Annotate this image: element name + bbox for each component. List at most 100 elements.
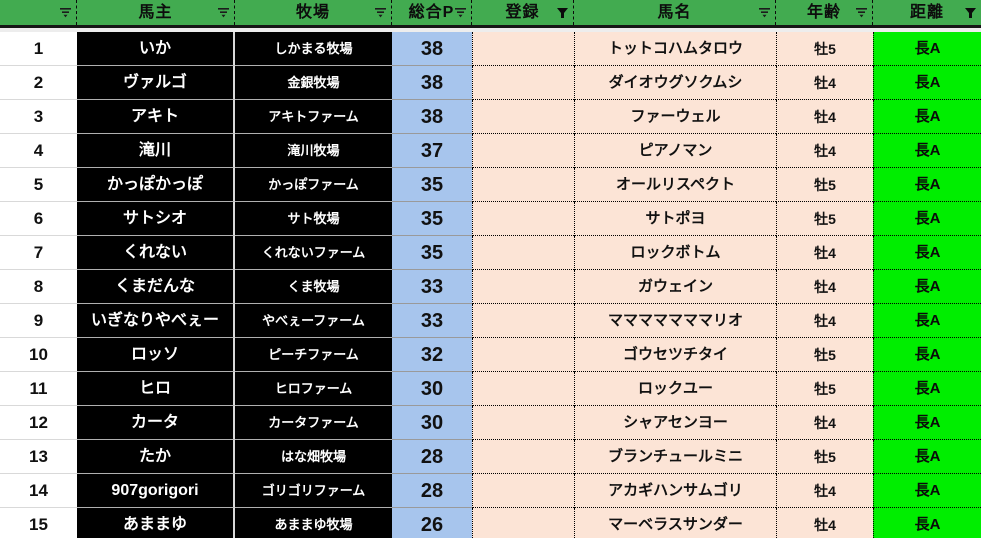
farm-cell[interactable]: 滝川牧場 xyxy=(235,134,392,168)
row-number-cell[interactable]: 4 xyxy=(0,134,77,168)
points-cell[interactable]: 33 xyxy=(392,304,472,338)
row-number-cell[interactable]: 14 xyxy=(0,474,77,508)
owner-cell[interactable]: いか xyxy=(77,32,235,66)
age-cell[interactable]: 牡5 xyxy=(776,168,873,202)
farm-cell[interactable]: はな畑牧場 xyxy=(235,440,392,474)
farm-cell[interactable]: 金銀牧場 xyxy=(235,66,392,100)
distance-cell[interactable]: 長A xyxy=(873,168,981,202)
distance-cell[interactable]: 長A xyxy=(873,236,981,270)
registration-cell[interactable] xyxy=(472,168,574,202)
horse-name-cell[interactable]: オールリスペクト xyxy=(574,168,776,202)
filter-dropdown-icon[interactable] xyxy=(373,7,387,19)
owner-cell[interactable]: あままゆ xyxy=(77,508,235,538)
farm-cell[interactable]: ゴリゴリファーム xyxy=(235,474,392,508)
distance-cell[interactable]: 長A xyxy=(873,202,981,236)
horse-name-cell[interactable]: トットコハムタロウ xyxy=(574,32,776,66)
points-cell[interactable]: 30 xyxy=(392,406,472,440)
farm-cell[interactable]: くれないファーム xyxy=(235,236,392,270)
horse-name-cell[interactable]: ロックボトム xyxy=(574,236,776,270)
distance-cell[interactable]: 長A xyxy=(873,338,981,372)
farm-cell[interactable]: かっぽファーム xyxy=(235,168,392,202)
points-cell[interactable]: 38 xyxy=(392,32,472,66)
owner-cell[interactable]: ロッソ xyxy=(77,338,235,372)
points-cell[interactable]: 33 xyxy=(392,270,472,304)
row-number-cell[interactable]: 6 xyxy=(0,202,77,236)
row-number-cell[interactable]: 11 xyxy=(0,372,77,406)
horse-name-cell[interactable]: ガウェイン xyxy=(574,270,776,304)
farm-cell[interactable]: カータファーム xyxy=(235,406,392,440)
row-number-cell[interactable]: 9 xyxy=(0,304,77,338)
age-cell[interactable]: 牡4 xyxy=(776,100,873,134)
points-cell[interactable]: 28 xyxy=(392,440,472,474)
owner-cell[interactable]: アキト xyxy=(77,100,235,134)
row-number-cell[interactable]: 3 xyxy=(0,100,77,134)
horse-name-cell[interactable]: ロックユー xyxy=(574,372,776,406)
header-horse-name[interactable]: 馬名 xyxy=(574,0,776,25)
horse-name-cell[interactable]: シャアセンヨー xyxy=(574,406,776,440)
age-cell[interactable]: 牡4 xyxy=(776,66,873,100)
owner-cell[interactable]: いぎなりやべぇー xyxy=(77,304,235,338)
age-cell[interactable]: 牡5 xyxy=(776,32,873,66)
registration-cell[interactable] xyxy=(472,32,574,66)
horse-name-cell[interactable]: アカギハンサムゴリ xyxy=(574,474,776,508)
filter-dropdown-icon[interactable] xyxy=(854,7,868,19)
points-cell[interactable]: 28 xyxy=(392,474,472,508)
horse-name-cell[interactable]: ブランチュールミニ xyxy=(574,440,776,474)
row-number-cell[interactable]: 2 xyxy=(0,66,77,100)
registration-cell[interactable] xyxy=(472,66,574,100)
header-age[interactable]: 年齢 xyxy=(776,0,873,25)
registration-cell[interactable] xyxy=(472,100,574,134)
distance-cell[interactable]: 長A xyxy=(873,474,981,508)
registration-cell[interactable] xyxy=(472,508,574,538)
row-number-cell[interactable]: 12 xyxy=(0,406,77,440)
farm-cell[interactable]: ピーチファーム xyxy=(235,338,392,372)
owner-cell[interactable]: カータ xyxy=(77,406,235,440)
distance-cell[interactable]: 長A xyxy=(873,134,981,168)
distance-cell[interactable]: 長A xyxy=(873,32,981,66)
registration-cell[interactable] xyxy=(472,304,574,338)
points-cell[interactable]: 35 xyxy=(392,202,472,236)
registration-cell[interactable] xyxy=(472,406,574,440)
registration-cell[interactable] xyxy=(472,202,574,236)
horse-name-cell[interactable]: ダイオウグソクムシ xyxy=(574,66,776,100)
header-owner[interactable]: 馬主 xyxy=(77,0,235,25)
filter-funnel-icon[interactable] xyxy=(963,7,977,19)
filter-funnel-icon[interactable] xyxy=(555,7,569,19)
registration-cell[interactable] xyxy=(472,440,574,474)
farm-cell[interactable]: しかまる牧場 xyxy=(235,32,392,66)
points-cell[interactable]: 26 xyxy=(392,508,472,538)
row-number-cell[interactable]: 7 xyxy=(0,236,77,270)
distance-cell[interactable]: 長A xyxy=(873,440,981,474)
age-cell[interactable]: 牡5 xyxy=(776,338,873,372)
owner-cell[interactable]: かっぽかっぽ xyxy=(77,168,235,202)
header-distance[interactable]: 距離 xyxy=(873,0,981,25)
owner-cell[interactable]: ヒロ xyxy=(77,372,235,406)
header-rank[interactable] xyxy=(0,0,77,25)
owner-cell[interactable]: 滝川 xyxy=(77,134,235,168)
registration-cell[interactable] xyxy=(472,270,574,304)
horse-name-cell[interactable]: ピアノマン xyxy=(574,134,776,168)
farm-cell[interactable]: アキトファーム xyxy=(235,100,392,134)
row-number-cell[interactable]: 10 xyxy=(0,338,77,372)
age-cell[interactable]: 牡4 xyxy=(776,236,873,270)
distance-cell[interactable]: 長A xyxy=(873,508,981,538)
owner-cell[interactable]: サトシオ xyxy=(77,202,235,236)
age-cell[interactable]: 牡4 xyxy=(776,270,873,304)
horse-name-cell[interactable]: マーベラスサンダー xyxy=(574,508,776,538)
age-cell[interactable]: 牡4 xyxy=(776,508,873,538)
horse-name-cell[interactable]: ゴウセツチタイ xyxy=(574,338,776,372)
registration-cell[interactable] xyxy=(472,372,574,406)
farm-cell[interactable]: やべぇーファーム xyxy=(235,304,392,338)
owner-cell[interactable]: たか xyxy=(77,440,235,474)
owner-cell[interactable]: くまだんな xyxy=(77,270,235,304)
distance-cell[interactable]: 長A xyxy=(873,304,981,338)
row-number-cell[interactable]: 5 xyxy=(0,168,77,202)
row-number-cell[interactable]: 8 xyxy=(0,270,77,304)
horse-name-cell[interactable]: マママママママリオ xyxy=(574,304,776,338)
registration-cell[interactable] xyxy=(472,338,574,372)
farm-cell[interactable]: くま牧場 xyxy=(235,270,392,304)
row-number-cell[interactable]: 13 xyxy=(0,440,77,474)
age-cell[interactable]: 牡4 xyxy=(776,406,873,440)
registration-cell[interactable] xyxy=(472,474,574,508)
owner-cell[interactable]: 907gorigori xyxy=(77,474,235,508)
